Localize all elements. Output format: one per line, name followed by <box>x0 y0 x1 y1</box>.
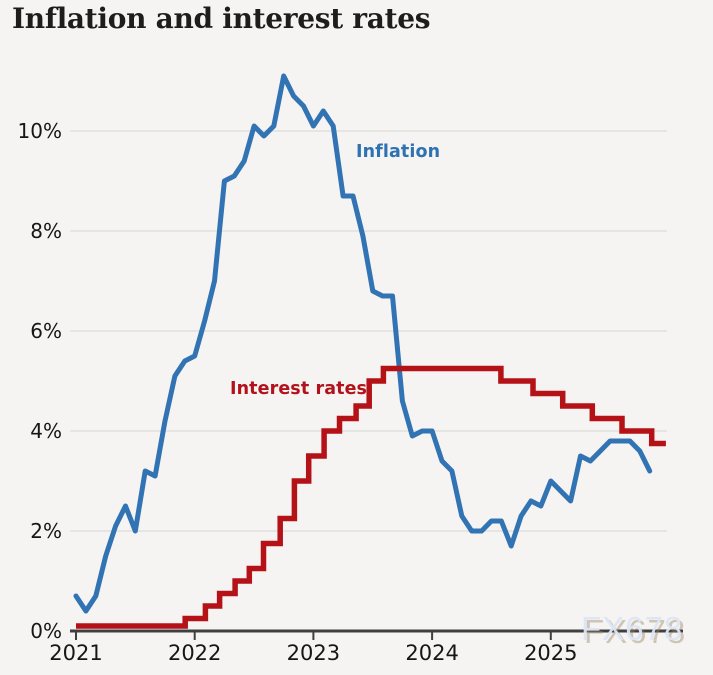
y-axis-label-10%: 10% <box>17 119 62 143</box>
inflation-series-label: Inflation <box>356 142 441 162</box>
x-axis-label-2021: 2021 <box>49 641 103 665</box>
watermark-logo: FX678 <box>581 610 684 647</box>
x-axis-label-2024: 2024 <box>405 641 459 665</box>
y-axis-label-8%: 8% <box>30 219 62 243</box>
y-axis-label-6%: 6% <box>30 319 62 343</box>
y-axis-label-2%: 2% <box>30 519 62 543</box>
interest-rates-line <box>76 365 666 629</box>
chart-title: Inflation and interest rates <box>12 2 431 35</box>
x-axis-label-2022: 2022 <box>167 641 222 665</box>
y-axis-label-0%: 0% <box>30 619 62 643</box>
interest-rates-series-label: Interest rates <box>230 379 368 399</box>
x-axis-label-2025: 2025 <box>524 641 578 665</box>
inflation-line <box>73 73 653 614</box>
x-axis-label-2023: 2023 <box>286 641 341 665</box>
y-axis-label-4%: 4% <box>30 419 62 443</box>
